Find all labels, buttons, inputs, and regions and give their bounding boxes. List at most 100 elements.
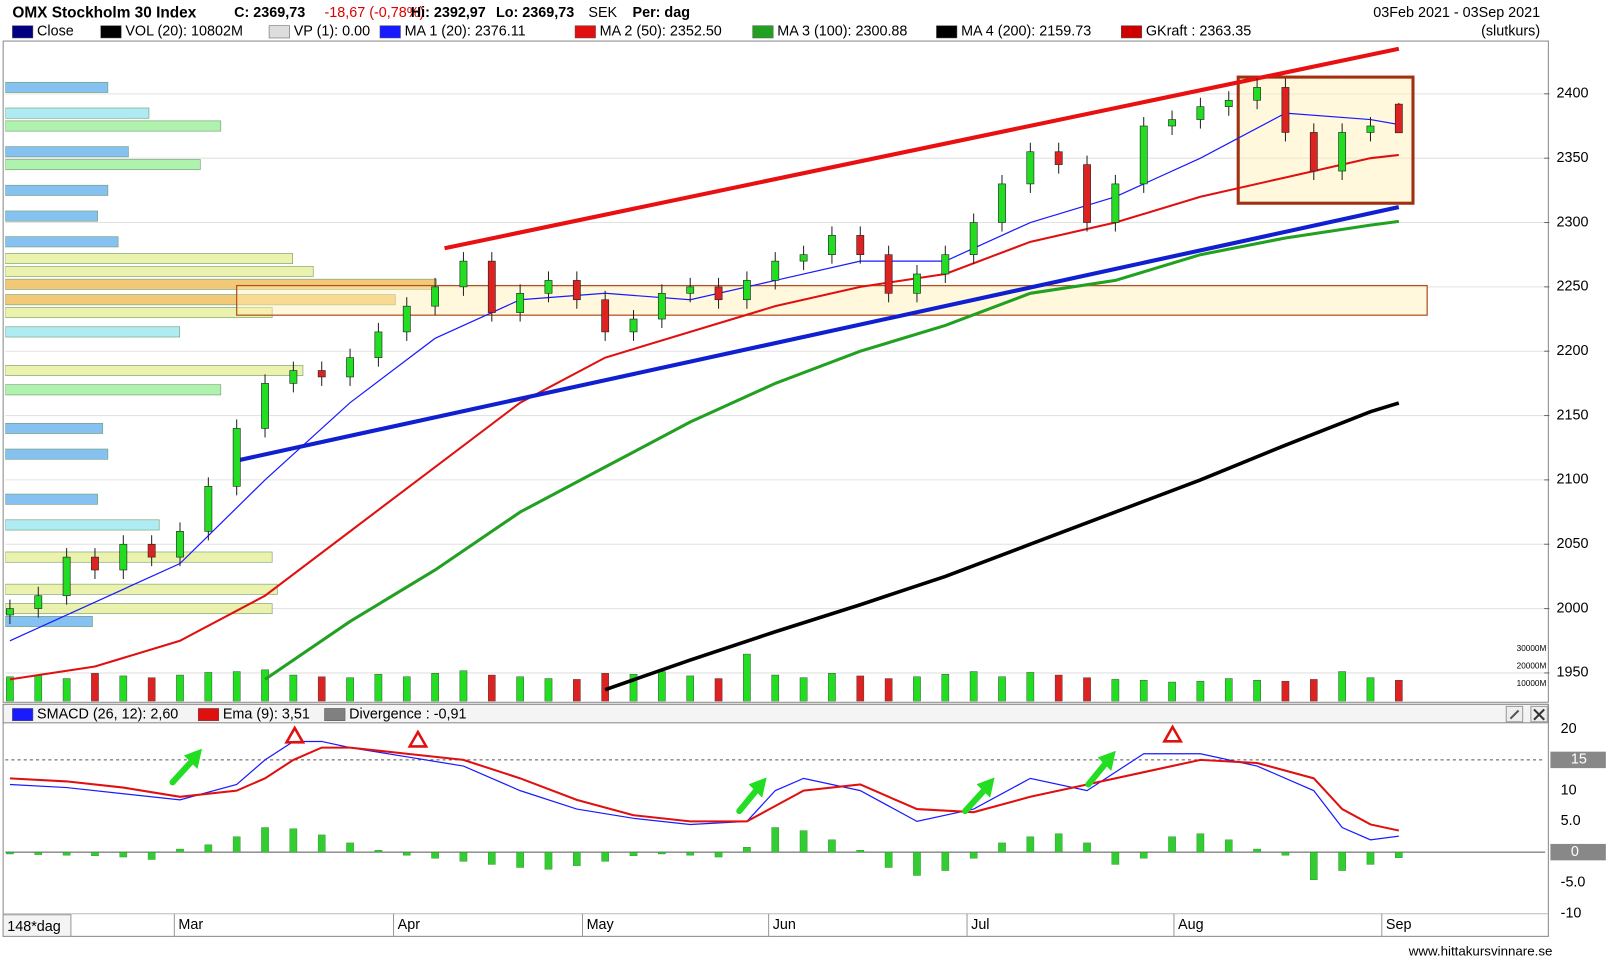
legend-label: MA 4 (200): 2159.73 [961,24,1091,40]
legend-label: Ema (9): 3,51 [223,706,310,722]
y-tick-label: 15 [1571,752,1587,768]
candle-body [686,286,695,294]
x-tick-label: May [587,917,615,933]
volume-bar [573,679,581,702]
macd-line [9,746,1400,832]
candle-body [147,543,156,558]
divergence-bar [658,851,666,855]
divergence-bar [91,851,99,857]
moving-average [264,219,1400,681]
volume-tick-label: 30000M [1517,644,1547,653]
candle-body [1111,183,1120,223]
candle-body [1253,87,1262,101]
volume-bar [1253,680,1261,702]
volume-bar [346,677,354,702]
volume-bar [1395,680,1403,702]
volume-bar [828,673,836,702]
volume-profile-bar [5,448,109,460]
candle-body [1054,151,1063,165]
candle-body [629,318,638,333]
candle-body [62,556,71,597]
volume-bar [1224,678,1233,702]
divergence-bar [884,851,893,868]
volume-bar [516,676,524,702]
divergence-bar [1366,851,1375,865]
candle-body [119,543,128,571]
divergence-bar [402,851,411,856]
divergence-bar [771,827,780,853]
x-tick-label: Apr [398,917,421,933]
divergence-bar [34,851,43,855]
candle-body [969,222,978,255]
volume-bar [1196,680,1205,702]
divergence-bar [289,828,298,853]
divergence-bar [176,848,184,853]
divergence-bar [431,851,439,859]
divergence-bar [1139,851,1148,859]
divergence-bar [799,830,808,853]
y-tick-label: 2100 [1557,472,1589,488]
volume-bar [998,676,1006,702]
divergence-bar [601,851,609,862]
volume-profile-bar [5,210,98,222]
candle-body [1309,132,1318,172]
volume-bar [686,675,695,702]
candle-body [1196,106,1205,120]
volume-bar [856,675,865,702]
y-tick-label: 2300 [1557,214,1589,230]
candle-body [1026,151,1035,185]
candle-body [289,370,298,384]
divergence-bar [1224,839,1233,853]
volume-profile-bar [5,184,109,196]
axes: 1950 2000 2050 2100 2150 2200 2250 2300 2350 2400… [12,24,1606,937]
macd-line [9,740,1399,841]
x-tick-label: Mar [178,917,203,933]
volume-profile-bar [5,551,273,563]
volume-bar [714,678,723,702]
divergence-bar [1168,836,1176,853]
volume-profile-bar [5,81,109,93]
volume-bar [1111,679,1120,702]
divergence-bar [941,851,950,871]
zone [1236,75,1415,205]
legend-label: Close [37,24,74,40]
candle-body [714,286,723,301]
candle-body [913,273,921,294]
candle-body [544,280,553,294]
macd-plot [5,740,1546,880]
volume-bar [459,670,468,702]
panel-buttons[interactable] [1505,705,1548,723]
volume-bar [771,674,780,702]
candle-body [232,428,241,487]
divergence-bar [1338,851,1346,871]
volume-bar [402,676,411,702]
divergence-bar [856,850,865,853]
y-tick-label: 2150 [1557,407,1589,423]
volume-bar [658,671,666,702]
volume-profile-bar [5,422,104,434]
legend-swatch [324,708,346,722]
divergence-bar [1111,851,1120,865]
period: Per: dag [633,5,690,21]
y-tick-label: 2400 [1557,86,1589,102]
divergence-bar [516,851,524,868]
title: OMX Stockholm 30 Index [12,4,196,21]
change-label: -18,67 (-0,78%) [325,5,425,21]
bar-count: 148*dag [7,919,61,935]
volume-profile-bar [5,107,150,119]
candle-body [1224,99,1233,108]
volume-bar [1281,680,1290,702]
divergence-bar [1395,851,1403,858]
candle-body [601,299,610,333]
legend-swatch [1120,25,1143,39]
divergence-bar [686,851,695,856]
volume-bar [34,674,43,702]
divergence-bar [62,851,71,856]
volume-profile-bar [5,294,396,306]
candle-body [459,260,468,288]
volume-bar [799,677,808,702]
divergence-bar [1196,833,1205,853]
candle-body [374,331,383,358]
volume-bar [374,673,383,702]
candle-body [34,595,43,609]
